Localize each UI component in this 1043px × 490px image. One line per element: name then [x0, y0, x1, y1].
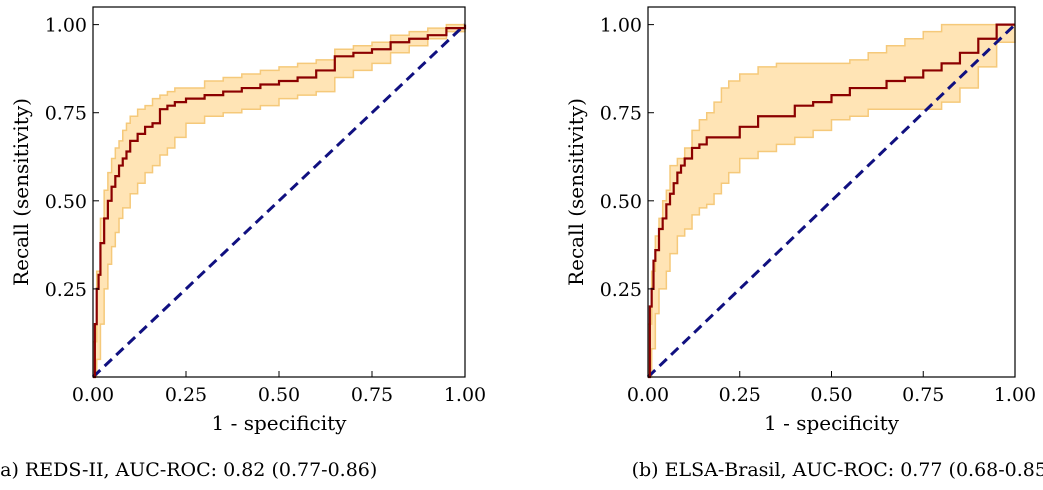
- x-tick-label: 0.50: [810, 384, 852, 406]
- ci-upper-line: [93, 23, 465, 343]
- ci-upper-line: [648, 23, 1015, 325]
- x-tick-label: 0.25: [719, 384, 761, 406]
- x-tick-label: 0.75: [902, 384, 944, 406]
- y-tick-label: 0.50: [45, 191, 87, 213]
- x-axis-label: 1 - specificity: [212, 411, 348, 435]
- subplot-a: 0.00 0.25 0.50 0.75 1.00 0.25 0.50 0.75 1.00 1 - …: [0, 6, 486, 481]
- y-axis-label: Recall (sensitivity): [564, 98, 588, 286]
- confidence-band: [93, 24, 465, 377]
- x-tick-label: 0.00: [627, 384, 669, 406]
- x-axis-label: 1 - specificity: [764, 411, 900, 435]
- subfigure-caption: (a) REDS-II, AUC-ROC: 0.82 (0.77-0.86): [0, 459, 377, 481]
- x-tick-label: 0.25: [165, 384, 207, 406]
- x-tick-label: 1.00: [444, 384, 486, 406]
- x-tick-label: 0.00: [72, 384, 114, 406]
- axes-frame: [92, 6, 466, 378]
- y-tick-label: 1.00: [600, 15, 642, 37]
- y-tick-label: 0.50: [600, 191, 642, 213]
- y-tick-label: 0.25: [45, 279, 87, 301]
- y-tick-label: 0.75: [45, 103, 87, 125]
- x-tick-label: 0.50: [258, 384, 300, 406]
- x-tick-label: 0.75: [351, 384, 393, 406]
- y-tick-label: 0.75: [600, 103, 642, 125]
- subplot-b: 0.00 0.25 0.50 0.75 1.00 0.25 0.50 0.75 1.00 1 - …: [564, 6, 1043, 481]
- ci-lower-line: [648, 24, 1016, 378]
- x-tick-label: 1.00: [994, 384, 1036, 406]
- subfigure-caption: (b) ELSA-Brasil, AUC-ROC: 0.77 (0.68-0.8…: [632, 459, 1043, 481]
- y-tick-label: 0.25: [600, 279, 642, 301]
- roc-curve: [93, 24, 467, 379]
- chance-line: [91, 23, 467, 379]
- roc-curve: [648, 23, 1015, 379]
- y-tick-label: 1.00: [45, 15, 87, 37]
- ci-lower-line: [93, 24, 466, 378]
- confidence-band: [648, 24, 1015, 377]
- chance-line: [646, 23, 1017, 379]
- y-axis-label: Recall (sensitivity): [9, 98, 33, 286]
